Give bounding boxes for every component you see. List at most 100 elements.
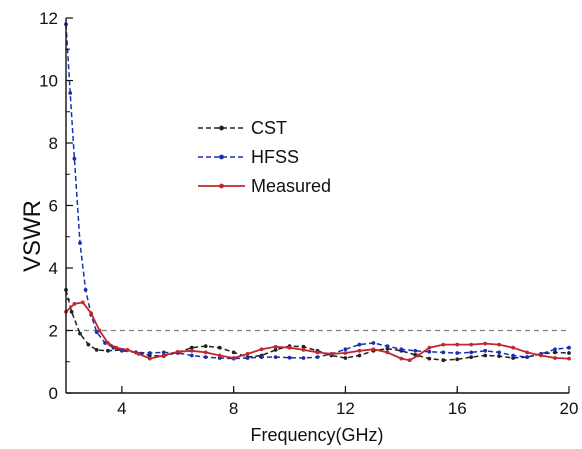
data-point xyxy=(329,352,334,356)
legend-label: Measured xyxy=(251,176,331,196)
data-point xyxy=(427,356,432,361)
data-point xyxy=(441,342,446,347)
data-point xyxy=(287,345,292,350)
data-point xyxy=(68,91,73,95)
data-point xyxy=(483,348,488,353)
data-point xyxy=(357,353,362,358)
data-point xyxy=(106,341,110,345)
data-point xyxy=(245,356,250,360)
data-point xyxy=(469,355,474,359)
data-point xyxy=(343,351,348,355)
data-point xyxy=(371,341,376,345)
legend-label: HFSS xyxy=(251,147,299,167)
data-point xyxy=(136,352,141,356)
data-point xyxy=(78,331,82,336)
y-tick-label: 10 xyxy=(39,72,58,91)
data-point xyxy=(89,311,94,316)
data-point xyxy=(407,358,412,363)
data-point xyxy=(427,349,432,354)
data-point xyxy=(147,356,152,361)
series-measured xyxy=(64,300,571,363)
data-point xyxy=(413,348,418,353)
data-point xyxy=(72,302,77,306)
data-point xyxy=(273,355,278,359)
data-point xyxy=(189,348,194,353)
data-point xyxy=(83,288,88,292)
data-point xyxy=(511,345,515,350)
legend: CST HFSS Measured xyxy=(198,118,331,196)
data-point xyxy=(567,345,571,350)
data-point xyxy=(385,344,390,348)
legend-label: CST xyxy=(251,118,287,138)
x-tick-label: 12 xyxy=(336,399,355,418)
data-point xyxy=(69,309,74,314)
x-axis-title: Frequency(GHz) xyxy=(250,425,383,445)
data-point xyxy=(455,357,460,362)
data-point xyxy=(301,356,306,360)
legend-item-hfss: HFSS xyxy=(198,147,299,167)
y-axis-title: VSWR xyxy=(19,200,46,272)
data-point xyxy=(497,354,501,358)
data-point xyxy=(343,347,348,352)
data-point xyxy=(469,342,474,347)
y-tick-label: 8 xyxy=(49,134,58,153)
data-point xyxy=(455,351,460,355)
x-tick-label: 8 xyxy=(229,399,238,418)
data-point xyxy=(103,341,107,345)
data-point xyxy=(203,355,208,359)
x-tick-label: 16 xyxy=(448,399,467,418)
data-point xyxy=(567,351,571,355)
data-point xyxy=(80,300,85,305)
data-point xyxy=(525,350,529,355)
data-point xyxy=(371,347,376,352)
data-point xyxy=(357,348,362,353)
data-point xyxy=(189,345,194,350)
data-point xyxy=(399,347,404,352)
data-point xyxy=(483,353,488,358)
data-point xyxy=(525,355,529,359)
data-point xyxy=(315,350,320,355)
data-point xyxy=(273,344,278,349)
data-point xyxy=(385,350,390,355)
data-point xyxy=(553,356,557,360)
data-point xyxy=(72,156,77,161)
data-point xyxy=(455,342,460,347)
data-point xyxy=(343,356,348,360)
data-point xyxy=(94,348,99,352)
y-tick-label: 0 xyxy=(49,384,58,403)
data-point xyxy=(416,353,420,358)
data-point xyxy=(203,350,208,355)
y-tick-label: 6 xyxy=(49,197,58,216)
data-point xyxy=(175,349,180,354)
data-point xyxy=(114,345,119,350)
data-point xyxy=(441,350,446,355)
data-point xyxy=(287,355,292,360)
data-point xyxy=(539,353,543,358)
data-point xyxy=(273,348,278,352)
data-point xyxy=(94,330,99,334)
legend-marker xyxy=(219,154,224,160)
data-point xyxy=(203,344,208,348)
data-point xyxy=(441,358,446,363)
legend-marker xyxy=(219,183,224,189)
data-point xyxy=(315,355,320,359)
data-point xyxy=(497,342,501,347)
data-point xyxy=(469,350,474,355)
data-point xyxy=(231,356,236,360)
data-point xyxy=(125,348,130,352)
x-tick-label: 20 xyxy=(560,399,579,418)
data-point xyxy=(217,353,222,358)
data-point xyxy=(553,350,557,355)
data-point xyxy=(511,353,515,358)
data-point xyxy=(189,353,194,358)
x-tick-label: 4 xyxy=(117,399,126,418)
ticks-layer: 4 8 12 16 20 0 2 4 6 8 10 12 xyxy=(39,9,578,418)
y-tick-label: 2 xyxy=(49,322,58,341)
legend-item-cst: CST xyxy=(198,118,287,138)
y-tick-label: 12 xyxy=(39,9,58,28)
data-point xyxy=(567,356,571,361)
data-point xyxy=(427,345,432,350)
data-point xyxy=(97,328,102,333)
data-point xyxy=(301,344,306,349)
